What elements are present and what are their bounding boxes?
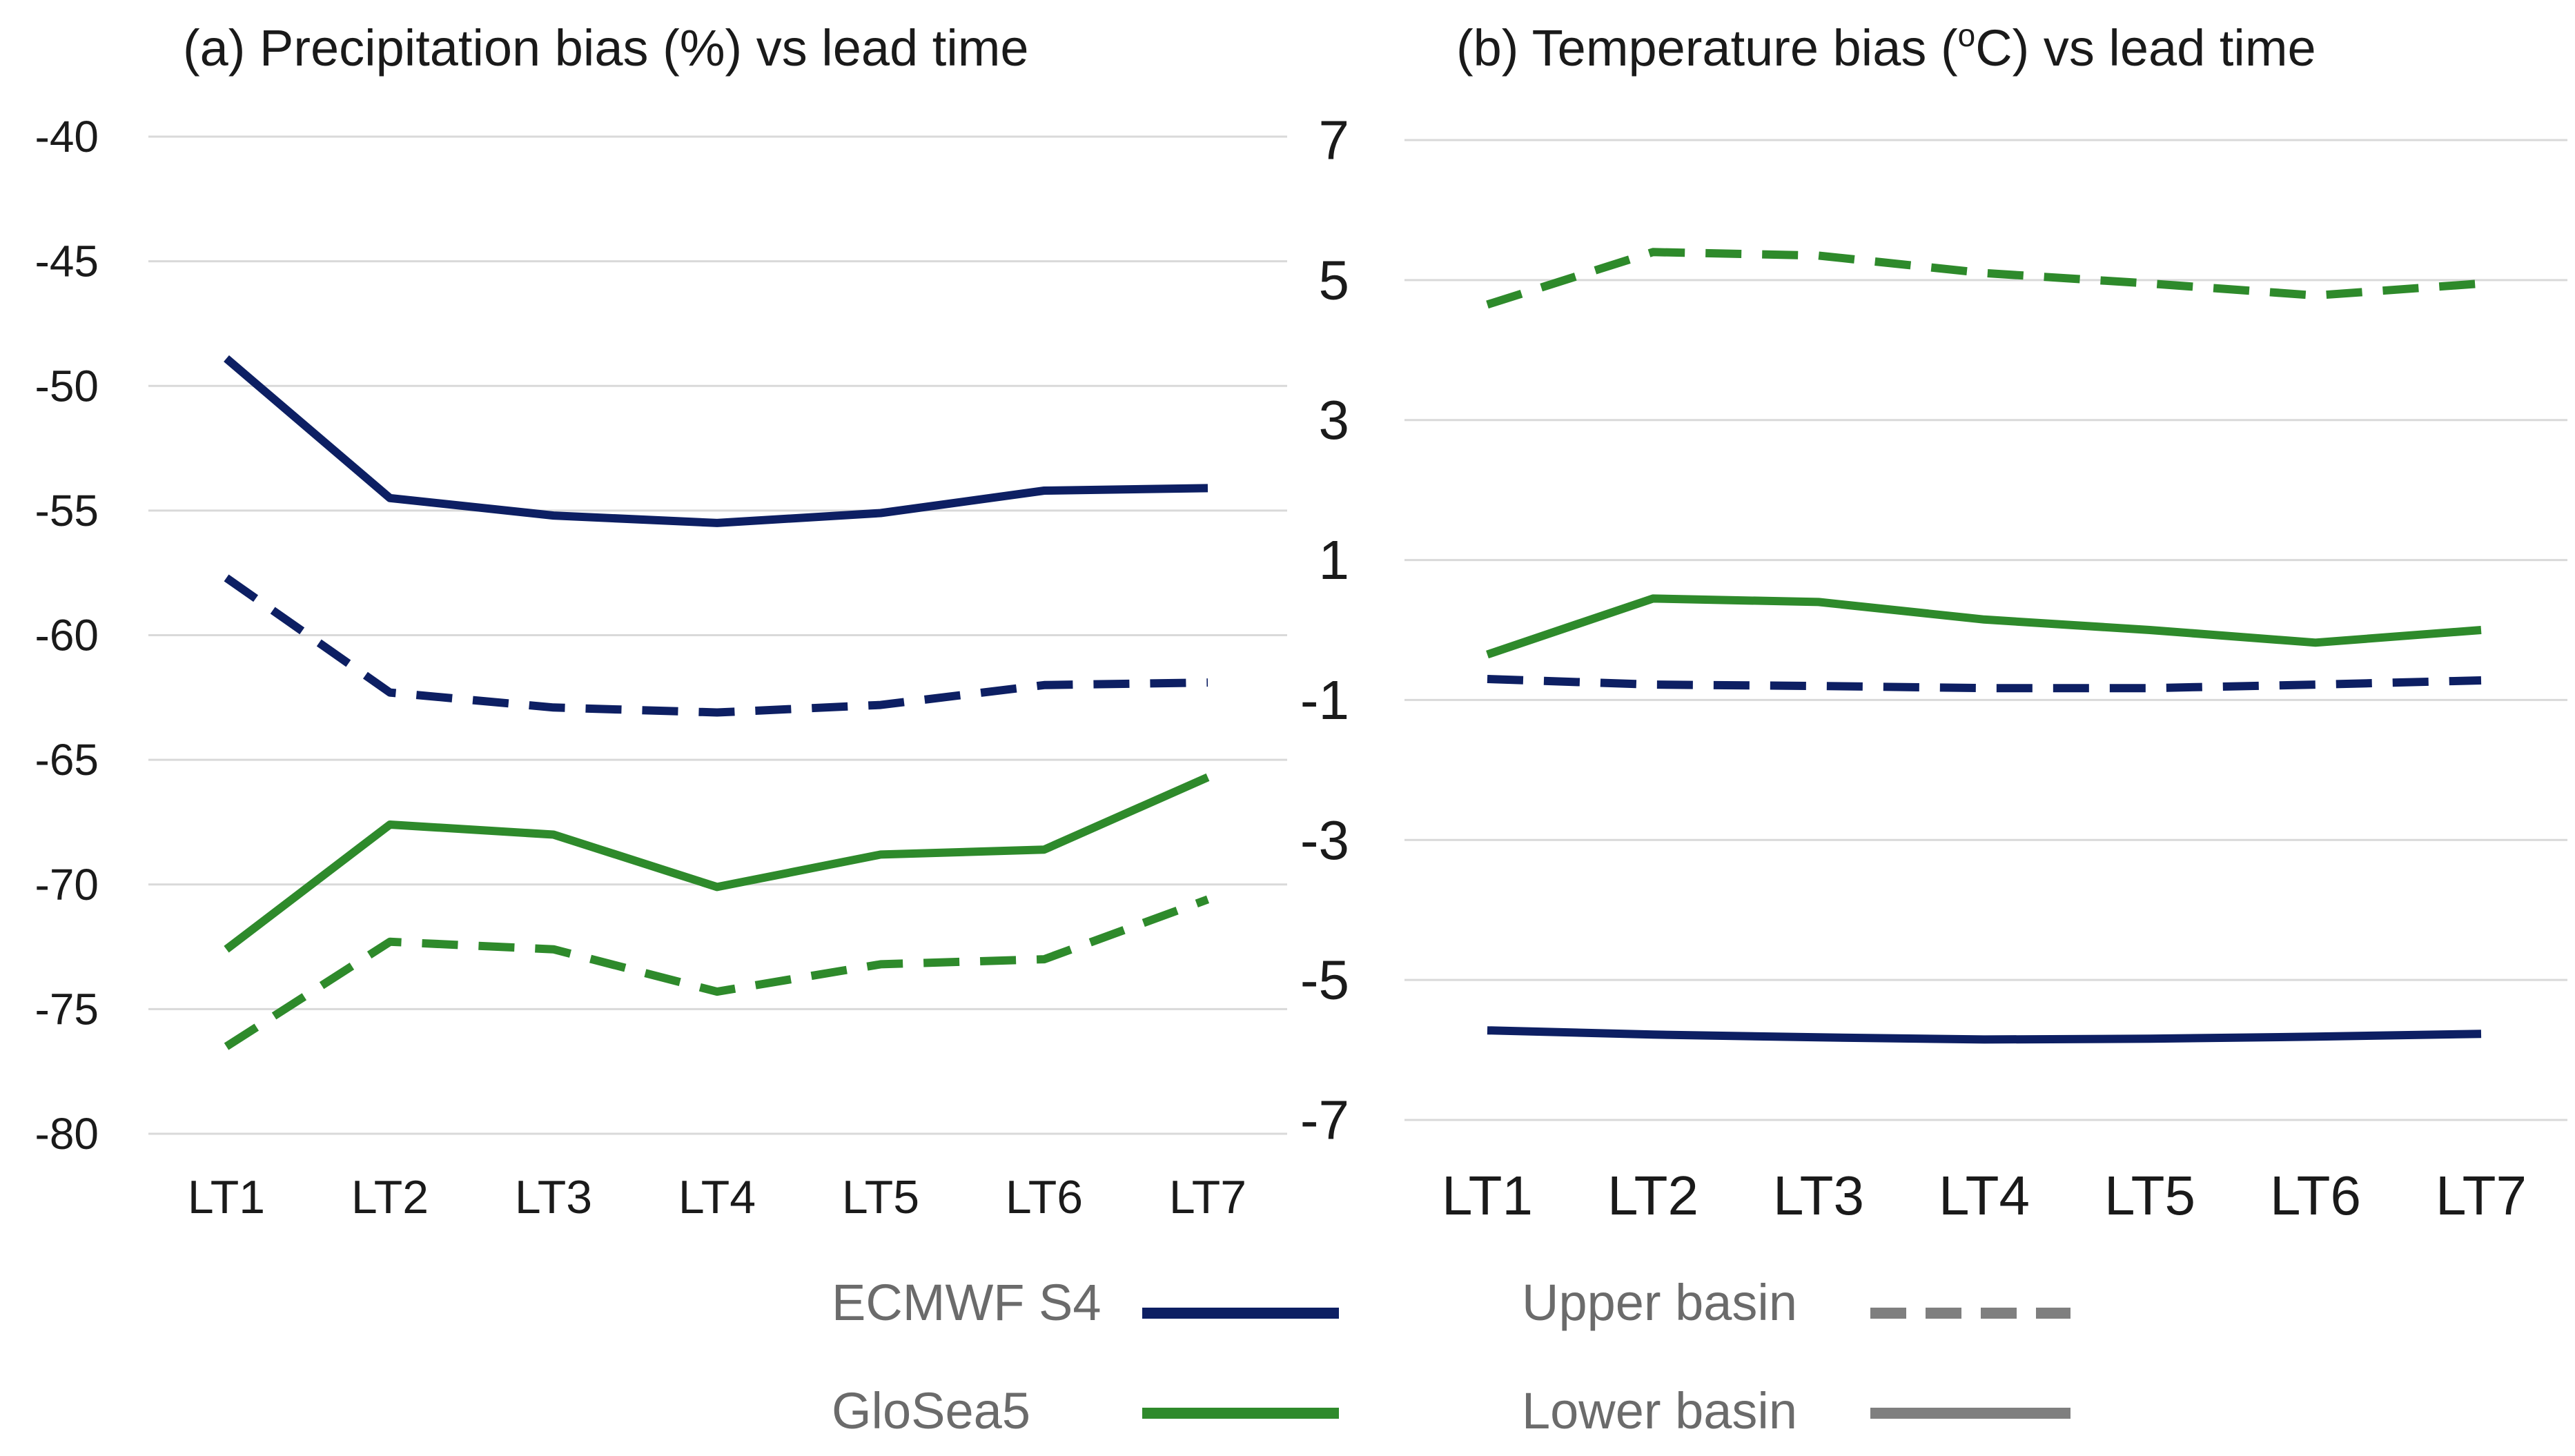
y-tick-label: -40 — [35, 112, 99, 161]
series-line-glosea-upper — [224, 895, 1210, 1050]
y-tick-label: -70 — [35, 860, 99, 909]
precipitation-bias-chart: (a) Precipitation bias (%) vs lead time … — [35, 19, 1287, 1223]
chart-b-title: (b) Temperature bias (oC) vs lead time — [1456, 17, 2316, 77]
x-tick-label: LT4 — [1939, 1165, 2030, 1226]
x-tick-label: LT7 — [1169, 1171, 1246, 1223]
legend-glosea-label: GloSea5 — [832, 1382, 1030, 1439]
x-tick-label: LT3 — [515, 1171, 592, 1223]
series-line-ecmwf-lower — [1487, 1026, 2482, 1044]
x-tick-label: LT2 — [351, 1171, 429, 1223]
y-tick-label: 5 — [1319, 249, 1350, 311]
x-tick-label: LT5 — [842, 1171, 919, 1223]
legend: ECMWF S4 GloSea5 Upper basin Lower basin — [832, 1274, 2070, 1439]
y-tick-label: -55 — [35, 486, 99, 535]
x-tick-label: LT7 — [2436, 1165, 2527, 1226]
y-tick-label: 1 — [1319, 529, 1350, 591]
y-tick-label: -60 — [35, 611, 99, 660]
x-tick-label: LT4 — [678, 1171, 756, 1223]
series-line-ecmwf-lower — [224, 355, 1208, 527]
chart-a-title: (a) Precipitation bias (%) vs lead time — [183, 19, 1029, 77]
x-tick-label: LT1 — [188, 1171, 265, 1223]
y-tick-label: -1 — [1300, 669, 1349, 731]
y-tick-label: -45 — [35, 237, 99, 286]
x-tick-label: LT5 — [2104, 1165, 2195, 1226]
y-tick-label: -5 — [1300, 950, 1349, 1011]
x-tick-label: LT6 — [1006, 1171, 1083, 1223]
y-tick-label: -65 — [35, 735, 99, 785]
series-line-glosea-upper — [1486, 248, 2482, 309]
y-tick-label: -75 — [35, 984, 99, 1034]
y-tick-label: -7 — [1300, 1090, 1349, 1151]
x-tick-label: LT1 — [1442, 1165, 1533, 1226]
legend-lower-label: Lower basin — [1522, 1382, 1797, 1439]
series-line-glosea-lower — [224, 773, 1210, 953]
x-tick-label: LT2 — [1607, 1165, 1698, 1226]
y-tick-label: -3 — [1300, 809, 1349, 871]
x-tick-label: LT6 — [2270, 1165, 2361, 1226]
y-tick-label: 7 — [1319, 110, 1350, 171]
legend-upper-label: Upper basin — [1522, 1274, 1797, 1331]
x-tick-label: LT3 — [1773, 1165, 1864, 1226]
legend-ecmwf-label: ECMWF S4 — [832, 1274, 1102, 1331]
y-tick-label: -50 — [35, 361, 99, 411]
y-tick-label: 3 — [1319, 389, 1350, 451]
series-line-glosea-lower — [1486, 594, 2482, 659]
y-tick-label: -80 — [35, 1109, 99, 1159]
series-line-ecmwf-upper — [1487, 675, 2482, 693]
series-line-ecmwf-upper — [224, 574, 1208, 717]
temperature-bias-chart: (b) Temperature bias (oC) vs lead time 7… — [1300, 17, 2567, 1226]
